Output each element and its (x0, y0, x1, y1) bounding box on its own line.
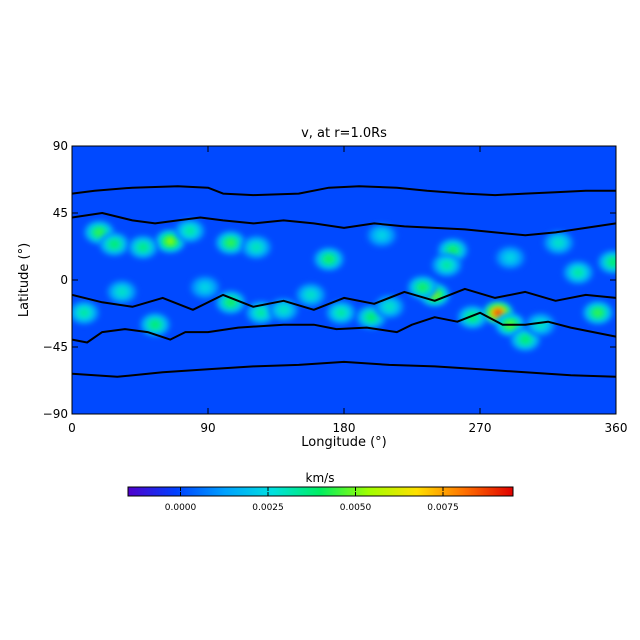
hotspot-6 (241, 235, 272, 259)
contour-line-4 (72, 287, 616, 311)
y-tick-label: 45 (53, 206, 68, 220)
y-tick-label: 0 (60, 273, 68, 287)
y-axis: 90 45 0 −45 −90 (43, 139, 616, 421)
heatmap-hotspots (72, 219, 616, 351)
colorbar-tick-label: 0.0075 (427, 503, 459, 513)
hotspot-4 (128, 235, 158, 259)
hotspot-14 (295, 283, 326, 307)
hotspot-33 (190, 276, 220, 299)
hotspot-3 (175, 219, 205, 243)
colorbar-tick-label: 0.0050 (340, 503, 372, 513)
hotspot-10 (215, 290, 246, 314)
colorbar-tick-label: 0.0025 (252, 503, 284, 513)
x-tick-label: 90 (200, 421, 215, 435)
hotspot-32 (495, 246, 526, 270)
plot-area (71, 145, 617, 415)
hotspot-12 (268, 298, 299, 322)
hotspot-29 (563, 261, 594, 284)
hotspot-18 (366, 223, 397, 247)
contour-line-0 (72, 185, 616, 197)
y-tick-label: −90 (43, 407, 68, 421)
colorbar-ticks: 0.0000 0.0025 0.0050 0.0075 (165, 487, 459, 513)
hotspot-2 (155, 229, 186, 253)
hotspot-13 (314, 247, 344, 271)
chart-title: v, at r=1.0Rs (301, 126, 387, 141)
hotspot-15 (326, 301, 356, 325)
colorbar-tick-label: 0.0000 (165, 503, 197, 513)
contour-lines (72, 185, 616, 378)
colorbar-title: km/s (306, 471, 335, 485)
hotspot-30 (583, 301, 613, 325)
hotspot-27 (525, 313, 556, 337)
colorbar (127, 486, 514, 497)
heatmap-background (72, 146, 616, 414)
contour-line-3 (72, 212, 616, 237)
hotspot-1 (99, 232, 130, 256)
y-axis-label: Latitude (°) (17, 243, 32, 317)
x-axis-label: Longitude (°) (301, 435, 386, 450)
hotspot-9 (140, 313, 170, 337)
hotspot-31 (598, 250, 616, 274)
contour-line-2 (72, 360, 616, 378)
hotspot-8 (107, 280, 137, 304)
hotspot-28 (543, 231, 574, 255)
y-tick-label: −45 (43, 340, 68, 354)
hotspot-23 (457, 305, 488, 329)
x-tick-label: 0 (68, 421, 76, 435)
x-tick-label: 270 (469, 421, 492, 435)
hotspot-20 (407, 276, 438, 299)
contour-line-1 (72, 311, 616, 344)
y-tick-label: 90 (53, 139, 68, 153)
hotspot-7 (72, 301, 99, 325)
x-tick-label: 180 (333, 421, 356, 435)
hotspot-5 (215, 231, 246, 255)
hotspot-22 (431, 253, 462, 277)
x-axis: 0 90 180 270 360 (68, 146, 627, 435)
x-tick-label: 360 (605, 421, 628, 435)
